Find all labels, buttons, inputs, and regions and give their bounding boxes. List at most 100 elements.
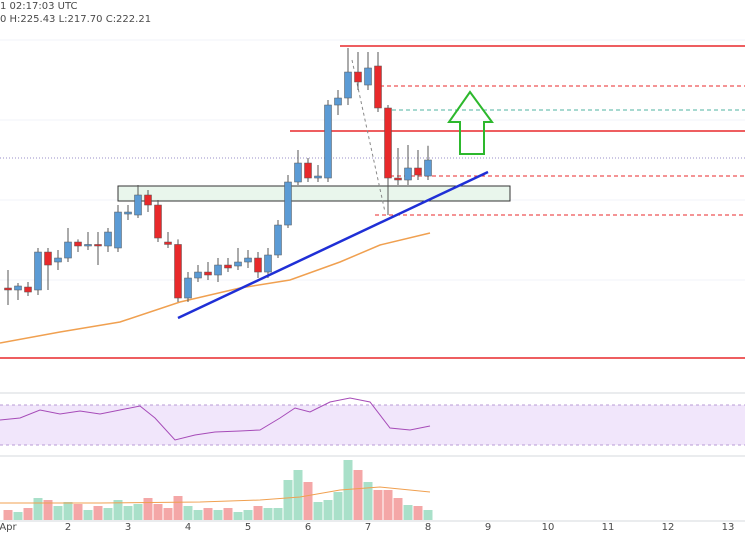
candle-body xyxy=(344,71,352,99)
candle-body xyxy=(94,244,102,247)
candle-body xyxy=(414,167,422,176)
volume-bar xyxy=(213,510,223,520)
volume-bar xyxy=(323,500,333,520)
volume-bar xyxy=(273,508,283,520)
candle-body xyxy=(24,286,32,293)
volume-bar xyxy=(43,500,53,520)
volume-bar xyxy=(343,460,353,520)
volume-bar xyxy=(363,482,373,520)
candle-body xyxy=(194,271,202,279)
x-tick-label: 7 xyxy=(365,522,371,533)
rsi-band xyxy=(0,405,745,445)
volume-bar xyxy=(93,506,103,520)
candles xyxy=(4,47,432,306)
candle-body xyxy=(384,107,392,179)
x-tick-label: 4 xyxy=(185,522,191,533)
candle-body xyxy=(374,65,382,109)
volume-bar xyxy=(133,504,143,520)
up-arrow xyxy=(447,90,494,155)
x-tick-label: 12 xyxy=(662,522,675,533)
x-tick-label: 2 xyxy=(65,522,71,533)
candle-body xyxy=(424,159,432,177)
candle-body xyxy=(264,254,272,273)
candle-body xyxy=(314,175,322,179)
volume-bar xyxy=(23,508,33,520)
candle-body xyxy=(54,257,62,263)
volume-bar xyxy=(423,510,433,520)
candle-body xyxy=(74,241,82,247)
volume-bar xyxy=(173,496,183,520)
volume-bar xyxy=(303,482,313,520)
volume-bar xyxy=(63,502,73,520)
support-zone xyxy=(117,185,511,202)
candle-body xyxy=(164,241,172,245)
volume-bar xyxy=(203,508,213,520)
candle-body xyxy=(234,261,242,267)
candle-body xyxy=(394,177,402,181)
candle-body xyxy=(134,194,142,216)
volume-bar xyxy=(373,490,383,520)
candle-body xyxy=(14,285,22,291)
candle-body xyxy=(124,211,132,215)
candle-body xyxy=(244,257,252,263)
volume-bar xyxy=(33,498,43,520)
volume-bar xyxy=(233,512,243,520)
volume-bar xyxy=(103,508,113,520)
volume-bar xyxy=(393,498,403,520)
candle-body xyxy=(104,231,112,247)
candle-body xyxy=(34,251,42,291)
volume-average xyxy=(0,486,431,504)
x-tick-label: 6 xyxy=(305,522,311,533)
rsi-line xyxy=(0,397,431,441)
candle-body xyxy=(274,224,282,256)
candle-body xyxy=(284,181,292,226)
candle-body xyxy=(4,287,12,291)
volume-bar xyxy=(353,470,363,520)
candle-body xyxy=(304,162,312,179)
candle-body xyxy=(294,162,302,183)
volume-bar xyxy=(263,508,273,520)
x-tick-label: 13 xyxy=(722,522,735,533)
candle-body xyxy=(154,204,162,239)
x-axis: Apr 2 3 4 5 6 7 8 9 10 11 12 13 xyxy=(0,522,734,533)
volume-bar xyxy=(253,506,263,520)
volume-bar xyxy=(223,508,233,520)
candle-body xyxy=(114,211,122,249)
volume-bar xyxy=(163,508,173,520)
x-tick-label: 11 xyxy=(602,522,615,533)
volume-bar xyxy=(293,470,303,520)
volume-bar xyxy=(403,505,413,520)
volume-bar xyxy=(333,492,343,520)
candle-body xyxy=(184,277,192,299)
x-tick-label: 8 xyxy=(425,522,431,533)
header-time: 1 02:17:03 UTC xyxy=(0,1,77,12)
volume-bar xyxy=(283,480,293,520)
volume-bar xyxy=(193,510,203,520)
volume-bar xyxy=(153,504,163,520)
candle-body xyxy=(324,104,332,179)
volume-bar xyxy=(313,502,323,520)
volume-pane xyxy=(3,460,433,520)
volume-bar xyxy=(183,506,193,520)
x-tick-label: Apr xyxy=(0,522,18,533)
volume-bar xyxy=(113,500,123,520)
volume-bar xyxy=(383,490,393,520)
candle-body xyxy=(254,257,262,273)
volume-bar xyxy=(83,510,93,520)
candle-body xyxy=(404,167,412,181)
candle-body xyxy=(224,264,232,269)
header-ohlc: 0 H:225.43 L:217.70 C:222.21 xyxy=(0,14,151,25)
x-tick-label: 3 xyxy=(125,522,131,533)
candle-body xyxy=(214,264,222,276)
candle-body xyxy=(174,244,182,299)
candle-body xyxy=(84,244,92,247)
volume-bar xyxy=(3,510,13,520)
candle-body xyxy=(64,241,72,259)
candle-body xyxy=(334,97,342,106)
candle-body xyxy=(144,194,152,206)
trend-line xyxy=(177,170,489,320)
x-tick-label: 9 xyxy=(485,522,491,533)
volume-bar xyxy=(413,506,423,520)
